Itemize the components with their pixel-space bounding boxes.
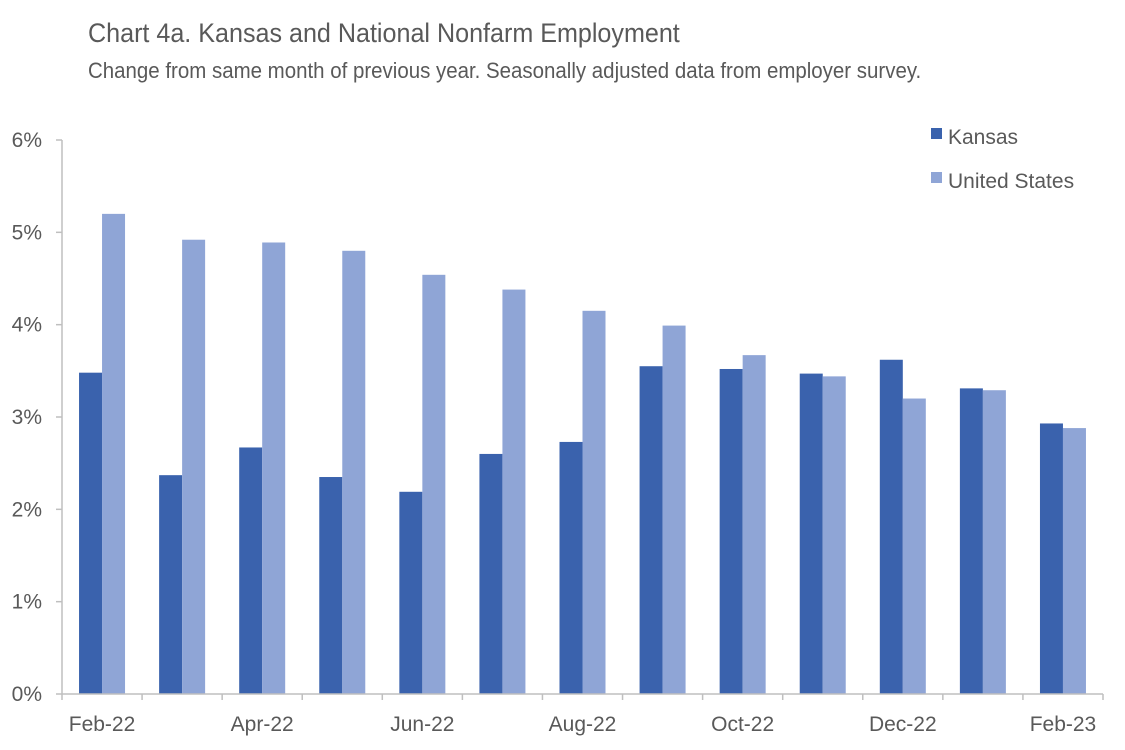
bar-united-states-jul-22	[502, 289, 526, 694]
bar-kansas-nov-22	[799, 373, 823, 694]
x-tick-label: Feb-23	[1030, 713, 1097, 736]
bar-kansas-apr-22	[239, 447, 263, 694]
bar-united-states-feb-22	[102, 213, 126, 694]
bar-kansas-jun-22	[399, 491, 423, 694]
bar-kansas-may-22	[319, 477, 343, 694]
bar-united-states-aug-22	[582, 310, 606, 694]
bar-kansas-aug-22	[559, 441, 583, 694]
bar-kansas-oct-22	[719, 368, 743, 694]
bar-kansas-jul-22	[479, 453, 503, 694]
y-tick-label: 4%	[12, 314, 42, 337]
x-tick-label: Apr-22	[231, 713, 294, 736]
bar-kansas-dec-22	[879, 359, 903, 694]
legend-label-kansas: Kansas	[948, 126, 1018, 149]
bar-united-states-may-22	[342, 250, 366, 695]
y-tick-label: 6%	[12, 129, 42, 152]
bar-united-states-sep-22	[662, 325, 686, 694]
bar-kansas-feb-23	[1039, 423, 1063, 694]
bar-kansas-sep-22	[639, 366, 663, 694]
bar-united-states-nov-22	[822, 376, 846, 694]
legend-label-united-states: United States	[948, 170, 1074, 193]
y-tick-label: 2%	[12, 498, 42, 521]
y-tick-label: 0%	[12, 683, 42, 706]
bar-united-states-jun-22	[422, 274, 446, 694]
x-tick-label: Aug-22	[549, 713, 617, 736]
bar-kansas-jan-23	[959, 388, 983, 694]
y-axis: 0% 1% 2% 3% 4% 5% 6%	[12, 129, 63, 706]
legend-swatch-united-states	[931, 172, 942, 183]
bar-united-states-dec-22	[902, 398, 926, 694]
bar-united-states-feb-23	[1062, 428, 1086, 694]
y-tick-label: 5%	[12, 221, 42, 244]
y-tick-label: 1%	[12, 591, 42, 614]
bar-united-states-apr-22	[262, 242, 286, 695]
bar-united-states-oct-22	[742, 355, 766, 694]
x-tick-label: Dec-22	[869, 713, 937, 736]
y-tick-label: 3%	[12, 406, 42, 429]
bar-united-states-mar-22	[182, 239, 206, 694]
x-tick-label: Oct-22	[711, 713, 774, 736]
bar-united-states-jan-23	[982, 390, 1006, 694]
bar-kansas-feb-22	[79, 372, 103, 694]
bars	[79, 213, 1086, 695]
x-tick-label: Feb-22	[69, 713, 136, 736]
x-axis: Feb-22 Apr-22 Jun-22 Aug-22 Oct-22 Dec-22 Feb-…	[61, 693, 1104, 736]
chart-subtitle: Change from same month of previous year.…	[88, 58, 922, 83]
chart-title: Chart 4a. Kansas and National Nonfarm Em…	[88, 18, 680, 48]
legend-swatch-kansas	[931, 128, 942, 139]
legend: Kansas United States	[931, 126, 1074, 193]
bar-kansas-mar-22	[159, 475, 183, 694]
x-tick-label: Jun-22	[390, 713, 454, 736]
